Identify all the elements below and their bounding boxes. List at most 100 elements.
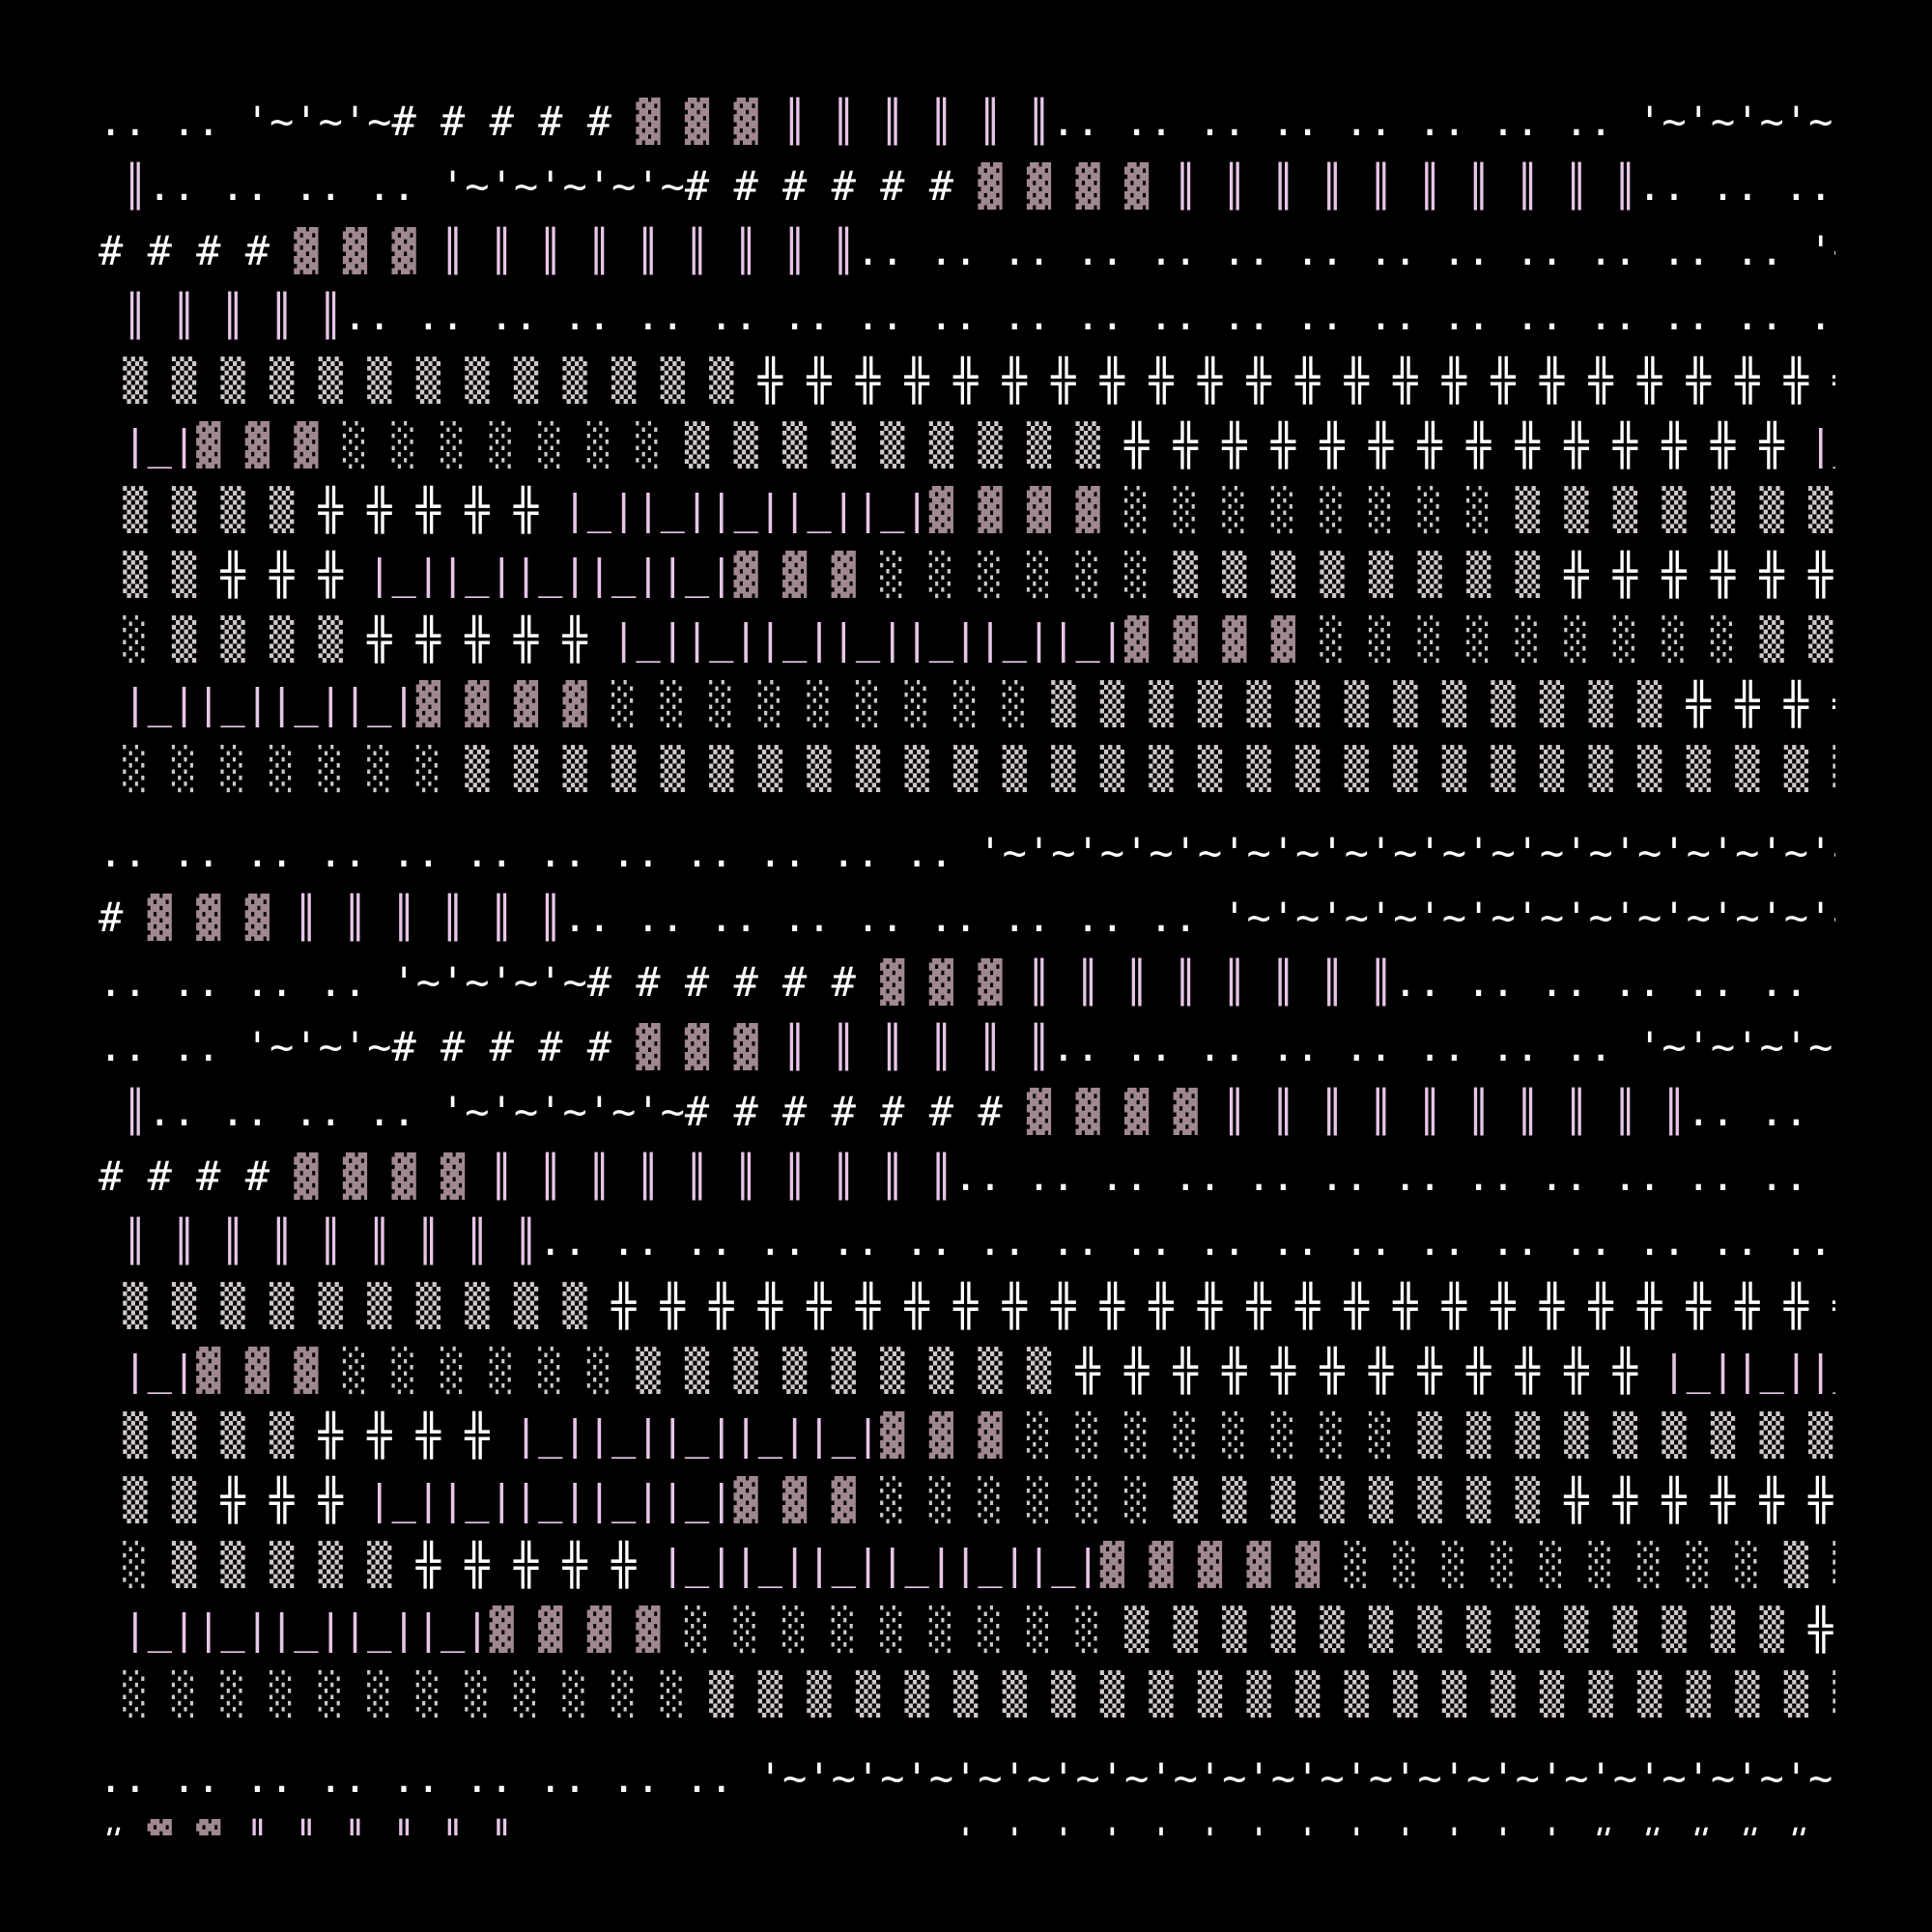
glyph-run: ║ ║ ║ ║ ║ ║: [782, 98, 1052, 145]
glyph-run: ▒ ▒ ▒ ▒ ▒ ▒ ▒ ▒: [1173, 551, 1565, 598]
glyph-run: ╬ ╬ ╬ ╬ ╬ ╬ ╬ ╬ ╬ ╬ ╬ ╬ ╬ ╬: [1124, 421, 1809, 469]
glyph-run: ╬ ╬ ╬ ╬ ╬: [367, 615, 612, 663]
glyph-run: ▒ ▒ ▒ ▒ ▒ ▒ ▒ ▒ ▒ ▒ ▒ ▒: [1417, 1411, 1833, 1459]
text-row: ░ ░ ░ ░ ░ ░ ░ ░ ░ ░ ░ ░ ▒ ▒ ▒ ▒ ▒ ▒ ▒ ▒ …: [99, 1662, 1835, 1726]
glyph-run: ░ ░ ░ ░ ░ ░ ░: [99, 745, 466, 792]
glyph-run: ▒ ▒ ▒ ▒ ▒ ▒: [1783, 1541, 1835, 1588]
glyph-run: '~'~'~'~'~'~'~'~: [1808, 227, 1835, 274]
glyph-run: ║ ║ ║ ║ ║ ║: [294, 894, 563, 941]
glyph-run: |_||_||_||_||_|: [513, 1411, 881, 1459]
glyph-run: .. .. .. .. .. .. .. .. .. .. .. .. .. .…: [953, 1152, 1835, 1200]
glyph-run: ▓ ▓ ▓ ▓: [415, 680, 612, 727]
glyph-run: # # # # #: [391, 1023, 637, 1070]
glyph-run: ░ ░ ░ ░ ░ ░: [880, 1476, 1174, 1523]
text-row: |_|▓ ▓ ▓ ░ ░ ░ ░ ░ ░ ▒ ▒ ▒ ▒ ▒ ▒ ▒ ▒ ▒ ╬…: [99, 1338, 1835, 1403]
glyph-run: ░ ░ ░ ░ ░ ░: [880, 551, 1174, 598]
glyph-run: # # # # # #: [586, 958, 881, 1006]
glyph-run: '~'~'~'~'~'~'~'~'~'~'~'~'~'~: [1222, 894, 1835, 941]
glyph-run: ║ ║ ║ ║ ║ ║ ║ ║ ║ ║: [1173, 162, 1638, 210]
glyph-run: ▓ ▓: [148, 1819, 245, 1835]
text-row: ▒ ▒ ▒ ▒ ╬ ╬ ╬ ╬ |_||_||_||_||_|▓ ▓ ▓ ░ ░…: [99, 1403, 1835, 1467]
glyph-run: ░ ░ ░ ░ ░ ░ ░ ░ ░: [1320, 615, 1760, 663]
glyph-run: ░ ░ ░ ░ ░ ░ ░ ░ ░: [611, 680, 1052, 727]
text-block: .. .. .. .. .. .. .. .. .. '~'~'~'~'~'~'…: [99, 1746, 1835, 1835]
glyph-run: ▓ ▓ ▓ ▓: [1026, 1088, 1223, 1135]
glyph-run: .. ..: [99, 1023, 245, 1070]
glyph-run: ║ ║ ║ ║ ║: [99, 292, 343, 339]
text-row: ▒ ▒ ▒ ▒ ╬ ╬ ╬ ╬ ╬ |_||_||_||_||_|▓ ▓ ▓ ▓…: [99, 477, 1835, 542]
text-row: ║.. .. .. .. '~'~'~'~'~# # # # # # ▓ ▓ ▓…: [99, 154, 1835, 218]
glyph-run: ║: [99, 162, 148, 210]
glyph-run: ▓ ▓ ▓: [636, 98, 783, 145]
glyph-run: ▒ ▒ ▒ ▒ ▒ ▒ ▒ ▒ ▒ ▒ ▒ ▒ ▒ ▒: [1124, 1605, 1809, 1653]
glyph-run: ╬ ╬ ╬: [220, 551, 368, 598]
glyph-run: ╬ ╬ ╬ ╬ ╬: [318, 486, 563, 533]
glyph-run: ░ ░ ░ ░ ░ ░ ░ ░ ░ ░ ░ ░: [99, 1670, 710, 1718]
glyph-run: ╬ ╬ ╬ ╬ ╬ ╬ ╬ ╬ ╬ ╬ ╬ ╬ ╬ ╬ ╬ ╬ ╬ ╬ ╬ ╬ …: [611, 1282, 1835, 1329]
glyph-run: .. .. .. .. .. .. .. .. .. .. .. .. .. .…: [342, 292, 1835, 339]
glyph-run: ║ ║ ║ ║ ║ ║ ║ ║ ║: [99, 1217, 539, 1264]
glyph-run: ▓ ▓ ▓ ▓: [928, 486, 1125, 533]
glyph-run: ╬ ╬ ╬ ╬ ╬ ╬ ╬ ╬ ╬: [1564, 1476, 1833, 1523]
glyph-run: .. .. .. .. .. .. .. ..: [1637, 162, 1833, 210]
glyph-run: '~'~'~'~'~: [440, 1088, 685, 1135]
glyph-run: ║ ║ ║ ║ ║ ║ ║ ║ ║: [440, 227, 856, 274]
text-block: .. .. .. .. .. .. .. .. .. .. .. .. '~'~…: [99, 820, 1835, 1726]
glyph-run: '~'~'~'~: [391, 958, 587, 1006]
glyph-run: ▒ ▒: [99, 551, 221, 598]
glyph-run: .. .. .. .. .. .. .. ..: [1051, 98, 1638, 145]
text-row: |_||_||_||_||_|▓ ▓ ▓ ▓ ░ ░ ░ ░ ░ ░ ░ ░ ░…: [99, 1597, 1835, 1662]
text-row: ▒ ▒ ╬ ╬ ╬ |_||_||_||_||_|▓ ▓ ▓ ░ ░ ░ ░ ░…: [99, 542, 1835, 607]
glyph-run: |_||_||_|: [1808, 421, 1835, 469]
glyph-run: # # # # # # #: [684, 1088, 1027, 1135]
glyph-run: ║ ║ ║ ║ ║ ║ ║ ║: [1026, 958, 1394, 1006]
glyph-run: |_||_||_||_||_||_|: [660, 1541, 1100, 1588]
glyph-run: ▓ ▓ ▓ ▓: [978, 162, 1174, 210]
text-row: ▒ ▒ ╬ ╬ ╬ |_||_||_||_||_|▓ ▓ ▓ ░ ░ ░ ░ ░…: [99, 1467, 1835, 1532]
glyph-run: '~'~'~: [244, 1023, 392, 1070]
text-row: # # # # ▓ ▓ ▓ ║ ║ ║ ║ ║ ║ ║ ║ ║.. .. .. …: [99, 218, 1835, 283]
glyph-run: ▓ ▓ ▓: [636, 1023, 783, 1070]
glyph-run: ▒ ▒ ▒ ▒ ▒ ▒ ▒ ▒ ▒ ▒ ▒ ▒ ▒ ▒ ▒ ▒ ▒ ▒ ▒ ▒ …: [709, 1670, 1835, 1718]
glyph-run: ╬ ╬ ╬ ╬ ╬: [415, 1541, 661, 1588]
glyph-run: #: [99, 894, 148, 941]
glyph-run: ▓ ▓ ▓: [196, 421, 343, 469]
glyph-run: # # # #: [99, 227, 295, 274]
text-row: # ▓ ▓ ║ ║ ║ ║ ║ ║ '~'~'~'~'~'~'~'~'~'~'~…: [99, 1810, 1835, 1835]
glyph-run: ▒ ▒ ▒ ▒ ▒ ▒ ▒ ▒ ▒: [684, 421, 1125, 469]
glyph-run: ╬ ╬ ╬ ╬: [1808, 1605, 1833, 1653]
glyph-run: # # # # #: [391, 98, 637, 145]
text-row: # ▓ ▓ ▓ ║ ║ ║ ║ ║ ║.. .. .. .. .. .. .. …: [99, 885, 1835, 950]
glyph-run: |_||_||_||_||_|: [367, 1476, 734, 1523]
glyph-run: ░ ▒ ▒ ▒ ▒: [99, 615, 368, 663]
glyph-run: ▓ ▓ ▓: [733, 551, 881, 598]
glyph-run: .. .. .. ..: [99, 958, 392, 1006]
glyph-run: ║ ║ ║ ║ ║ ║: [245, 1819, 514, 1835]
text-row: ▒ ▒ ▒ ▒ ▒ ▒ ▒ ▒ ▒ ▒ ╬ ╬ ╬ ╬ ╬ ╬ ╬ ╬ ╬ ╬ …: [99, 1273, 1835, 1338]
glyph-run: |_||_||_||_||_||_||_|: [611, 615, 1125, 663]
glyph-run: ▓ ▓ ▓: [196, 1347, 343, 1394]
text-row: ║.. .. .. .. '~'~'~'~'~# # # # # # # ▓ ▓…: [99, 1079, 1835, 1144]
text-row: ░ ▒ ▒ ▒ ▒ ▒ ╬ ╬ ╬ ╬ ╬ |_||_||_||_||_||_|…: [99, 1532, 1835, 1597]
glyph-run: '~'~'~'~'~: [440, 162, 685, 210]
glyph-run: ╬ ╬ ╬ ╬: [318, 1411, 514, 1459]
glyph-run: ▓ ▓ ▓ ▓: [294, 1152, 490, 1200]
glyph-run: # # # # # # #: [1589, 1819, 1836, 1835]
glyph-run: ▒ ▒ ▒ ▒ ▒ ▒ ▒ ▒ ▒ ▒: [99, 1282, 612, 1329]
glyph-run: ▒ ▒ ▒ ▒ ▒ ▒ ▒ ▒: [1173, 1476, 1565, 1523]
glyph-run: ▓ ▓ ▓: [147, 894, 295, 941]
glyph-run: .. .. .. .. .. .. .. .. .. ..: [1393, 958, 1835, 1006]
glyph-run: .. ..: [99, 98, 245, 145]
glyph-run: ▒ ▒ ▒ ▒ ▒ ▒ ▒: [1759, 615, 1833, 663]
glyph-run: .. .. .. .. .. .. .. .. ..: [562, 894, 1223, 941]
text-art: .. .. '~'~'~# # # # # ▓ ▓ ▓ ║ ║ ║ ║ ║ ║.…: [99, 89, 1835, 1835]
glyph-run: |_||_||_||_||_|: [562, 486, 929, 533]
glyph-run: ▒ ▒: [99, 1476, 221, 1523]
glyph-run: |_|: [99, 421, 197, 469]
text-row: # # # # ▓ ▓ ▓ ▓ ║ ║ ║ ║ ║ ║ ║ ║ ║ ║.. ..…: [99, 1144, 1835, 1208]
text-row: .. .. .. .. '~'~'~'~# # # # # # ▓ ▓ ▓ ║ …: [99, 950, 1835, 1014]
text-row: ▒ ▒ ▒ ▒ ▒ ▒ ▒ ▒ ▒ ▒ ▒ ▒ ▒ ╬ ╬ ╬ ╬ ╬ ╬ ╬ …: [99, 348, 1835, 412]
glyph-run: ░ ░ ░ ░ ░ ░ ░ ░ ░: [1344, 1541, 1784, 1588]
glyph-run: '~'~'~'~'~'~'~'~'~'~'~'~'~: [953, 1819, 1588, 1835]
glyph-run: '~'~'~'~'~'~'~'~#: [1637, 98, 1835, 145]
